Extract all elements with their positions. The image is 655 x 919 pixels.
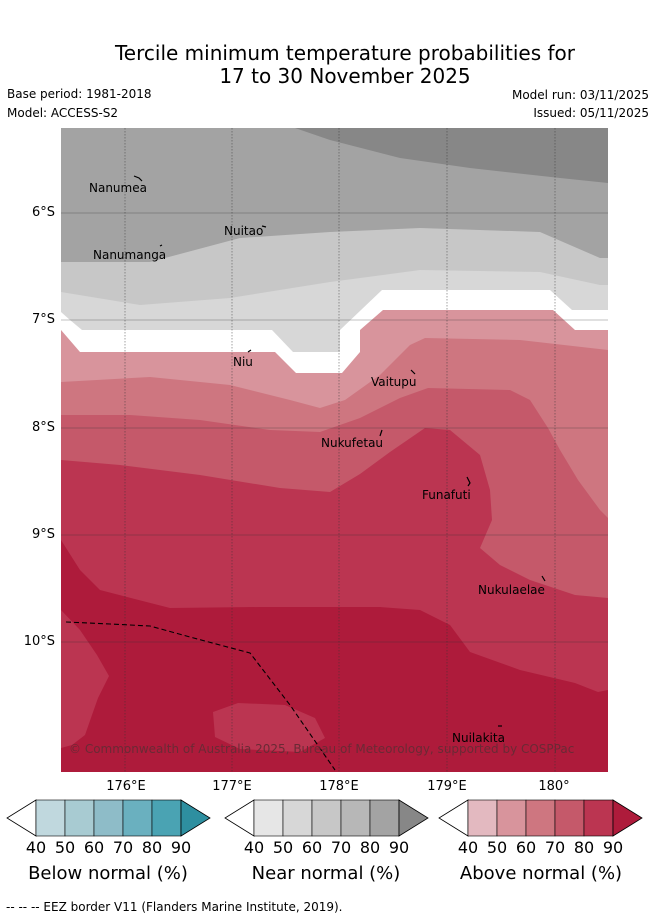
colorbar-below-min-arrow — [6, 799, 37, 837]
colorbar-near-swatch — [253, 799, 284, 837]
colorbar-legend — [6, 799, 643, 837]
colorbar-above-swatch — [583, 799, 614, 837]
place-label-nuilakita: Nuilakita — [452, 731, 505, 745]
tick-label: 70 — [330, 838, 352, 857]
colorbar-below-max-arrow — [180, 799, 211, 837]
model-run: Model run: 03/11/2025 — [511, 88, 649, 102]
colorbar-below-swatch — [35, 799, 66, 837]
copyright-notice: © Commonwealth of Australia 2025, Bureau… — [69, 742, 575, 756]
place-label-nanumea: Nanumea — [89, 181, 147, 195]
tick-label: 70 — [112, 838, 134, 857]
colorbar-below-swatch — [93, 799, 124, 837]
tick-label: 90 — [602, 838, 624, 857]
tick-label: 80 — [141, 838, 163, 857]
colorbar-near-min-arrow — [224, 799, 255, 837]
tick-label: 70 — [544, 838, 566, 857]
region-near-90 — [295, 128, 608, 183]
colorbar-below-swatch — [64, 799, 95, 837]
tick-label: 80 — [359, 838, 381, 857]
base-period: Base period: 1981-2018 — [7, 87, 152, 101]
colorbar-title-below: Below normal (%) — [28, 863, 188, 884]
island-nanumanga — [159, 244, 163, 247]
map-title-line1: Tercile minimum temperature probabilitie… — [114, 41, 576, 65]
lon-label: 178°E — [319, 779, 359, 794]
place-label-nanumanga: Nanumanga — [93, 248, 167, 262]
colorbar-above-swatch — [554, 799, 585, 837]
lat-label: 9°S — [31, 527, 55, 542]
island-nukulaelae — [541, 575, 546, 582]
lon-label: 179°E — [427, 779, 467, 794]
place-label-funafuti: Funafuti — [422, 488, 471, 502]
colorbar-above-min-arrow — [438, 799, 469, 837]
colorbar-near-swatch — [311, 799, 342, 837]
tick-label: 40 — [25, 838, 47, 857]
colorbar-near-swatch — [282, 799, 313, 837]
lon-label: 176°E — [106, 779, 146, 794]
tick-label: 40 — [243, 838, 265, 857]
island-nukufetau — [379, 429, 383, 437]
colorbar-below-swatch — [151, 799, 182, 837]
island-funafuti — [466, 476, 471, 487]
island-vaitupu — [410, 369, 416, 375]
island-nanumea — [133, 175, 143, 182]
place-label-niu: Niu — [233, 355, 253, 369]
island-niu — [247, 349, 252, 353]
region-above-90 — [61, 540, 608, 772]
model-name: Model: ACCESS-S2 — [7, 106, 119, 120]
tick-label: 50 — [272, 838, 294, 857]
lat-label: 10°S — [23, 634, 55, 649]
colorbar-near-max-arrow — [398, 799, 429, 837]
eez-border — [65, 621, 336, 771]
lat-label: 6°S — [31, 205, 55, 220]
tick-label: 50 — [486, 838, 508, 857]
colorbar-above-swatch — [467, 799, 498, 837]
eez-footnote: -- -- -- EEZ border V11 (Flanders Marine… — [6, 900, 343, 914]
place-label-nukufetau: Nukufetau — [321, 436, 384, 450]
tick-label: 40 — [457, 838, 479, 857]
colorbar-above-swatch — [496, 799, 527, 837]
lon-label: 177°E — [212, 779, 252, 794]
region-above-70-east — [602, 420, 608, 448]
tick-label: 80 — [573, 838, 595, 857]
place-label-nuitao: Nuitao — [224, 224, 264, 238]
tick-label: 50 — [54, 838, 76, 857]
colorbar-near-swatch — [369, 799, 400, 837]
place-label-nukulaelae: Nukulaelae — [478, 583, 545, 597]
colorbar-title-near: Near normal (%) — [251, 863, 401, 884]
colorbar-title-above: Above normal (%) — [459, 863, 623, 884]
tick-label: 60 — [83, 838, 105, 857]
colorbar-above-max-arrow — [612, 799, 643, 837]
lat-label: 7°S — [31, 312, 55, 327]
map-title-line2: 17 to 30 November 2025 — [219, 64, 471, 88]
lon-label: 180° — [538, 779, 570, 794]
tick-label: 90 — [170, 838, 192, 857]
colorbar-near-swatch — [340, 799, 371, 837]
tick-label: 60 — [301, 838, 323, 857]
tick-label: 60 — [515, 838, 537, 857]
issued-date: Issued: 05/11/2025 — [533, 106, 649, 120]
place-label-vaitupu: Vaitupu — [371, 375, 417, 389]
region-above-80-west — [61, 610, 109, 748]
lat-label: 8°S — [31, 420, 55, 435]
island-nuitao — [261, 225, 267, 228]
tick-label: 90 — [388, 838, 410, 857]
colorbar-above-swatch — [525, 799, 556, 837]
colorbar-below-swatch — [122, 799, 153, 837]
